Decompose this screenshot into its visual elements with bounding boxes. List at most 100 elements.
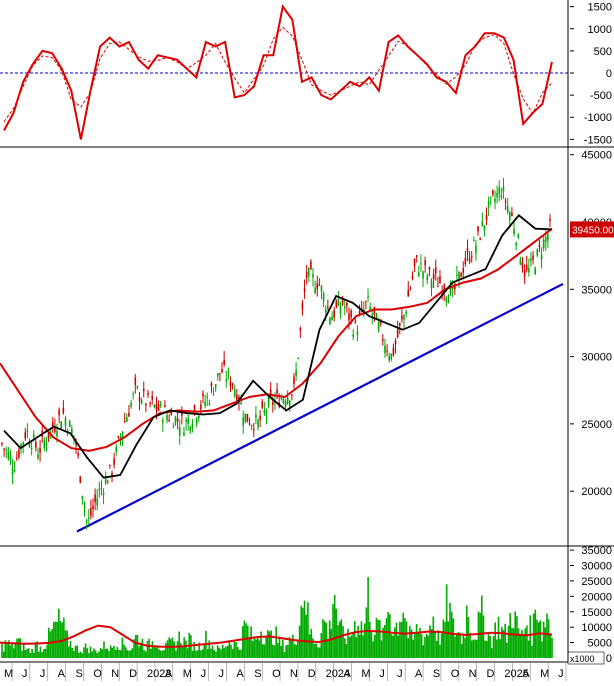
price-candle-body bbox=[449, 286, 452, 294]
volume-bar bbox=[32, 652, 35, 658]
volume-bar bbox=[193, 642, 196, 658]
price-candle-body bbox=[217, 373, 219, 377]
volume-bar bbox=[360, 621, 363, 658]
x-axis-label: D bbox=[129, 668, 137, 680]
volume-bar bbox=[96, 653, 99, 658]
volume-bar bbox=[357, 625, 359, 658]
price-candle-body bbox=[534, 268, 536, 275]
price-candle-body bbox=[337, 298, 340, 306]
volume-bar bbox=[542, 621, 545, 658]
volume-bar bbox=[363, 623, 366, 658]
volume-tick-label: 20000 bbox=[581, 591, 612, 603]
price-candle-body bbox=[83, 506, 86, 509]
price-candle-body bbox=[327, 306, 329, 308]
price-candle-body bbox=[341, 297, 344, 305]
price-candle-body bbox=[299, 328, 302, 331]
volume-bar bbox=[41, 652, 43, 658]
volume-bar bbox=[230, 644, 232, 658]
x-axis-label: N bbox=[290, 668, 298, 680]
volume-bar bbox=[71, 648, 74, 658]
volume-bar bbox=[246, 625, 249, 658]
volume-bar bbox=[340, 619, 343, 658]
volume-bar bbox=[149, 648, 152, 658]
volume-bar bbox=[156, 646, 159, 658]
x-axis-label: A bbox=[415, 668, 423, 680]
volume-bar bbox=[121, 637, 124, 658]
price-candle-body bbox=[460, 273, 462, 278]
volume-bar bbox=[539, 620, 542, 658]
oscillator-tick-label: 0 bbox=[606, 68, 612, 80]
price-candle-body bbox=[458, 271, 460, 280]
volume-bar bbox=[547, 619, 550, 658]
volume-moving-average-line bbox=[0, 624, 553, 648]
volume-bar bbox=[201, 649, 204, 658]
price-candle-body bbox=[58, 409, 60, 416]
price-candle-body bbox=[130, 403, 132, 407]
x-axis-label: S bbox=[433, 668, 440, 680]
volume-bar bbox=[323, 620, 326, 658]
volume-bar bbox=[153, 646, 155, 658]
volume-bar bbox=[342, 626, 344, 658]
volume-bar bbox=[352, 632, 354, 658]
price-candle-body bbox=[288, 400, 291, 407]
volume-bar bbox=[213, 650, 216, 658]
volume-tick-label: 25000 bbox=[581, 576, 612, 588]
volume-bar bbox=[402, 612, 405, 658]
x-axis-label: A bbox=[236, 668, 244, 680]
volume-bar bbox=[524, 628, 527, 658]
volume-bar bbox=[64, 630, 67, 658]
volume-bar bbox=[36, 641, 38, 658]
volume-bar bbox=[343, 638, 346, 658]
price-candle-body bbox=[90, 508, 92, 516]
price-candle-body bbox=[358, 310, 361, 315]
price-candle-body bbox=[73, 435, 75, 437]
volume-bar bbox=[49, 631, 52, 658]
price-candle-body bbox=[276, 389, 278, 394]
volume-bar bbox=[287, 644, 289, 658]
price-candle-body bbox=[140, 400, 143, 404]
price-candle-body bbox=[98, 488, 101, 491]
current-price-badge bbox=[570, 221, 614, 238]
price-candle-body bbox=[191, 423, 194, 428]
x-axis-label: J bbox=[397, 668, 403, 680]
volume-bar bbox=[447, 621, 450, 658]
volume-bar bbox=[399, 621, 401, 658]
volume-bar bbox=[59, 620, 62, 658]
volume-bar bbox=[373, 634, 376, 658]
volume-bar bbox=[338, 621, 341, 658]
volume-bar bbox=[260, 631, 262, 658]
price-candle-body bbox=[428, 267, 431, 270]
volume-bar bbox=[333, 594, 336, 658]
volume-bar bbox=[491, 648, 493, 658]
price-candle-body bbox=[528, 267, 530, 273]
volume-bar bbox=[355, 637, 358, 658]
price-candle-body bbox=[185, 419, 187, 422]
volume-bar bbox=[434, 631, 436, 658]
price-candle-body bbox=[394, 340, 397, 345]
price-candle-body bbox=[117, 436, 120, 438]
volume-tick-label: 30000 bbox=[581, 561, 612, 573]
volume-bar bbox=[288, 637, 291, 658]
volume-bar bbox=[496, 639, 498, 658]
volume-bar bbox=[211, 645, 214, 658]
volume-bar bbox=[409, 625, 411, 658]
price-candle-body bbox=[77, 453, 79, 456]
x-axis-label: A bbox=[165, 668, 173, 680]
volume-bar bbox=[407, 638, 410, 658]
volume-bar bbox=[395, 622, 398, 658]
volume-bar bbox=[268, 631, 271, 658]
volume-bar bbox=[537, 622, 540, 658]
volume-bar bbox=[250, 626, 252, 658]
price-candle-body bbox=[437, 286, 439, 288]
price-candle-body bbox=[96, 498, 99, 506]
price-candle-body bbox=[479, 238, 481, 240]
oscillator-panel: 1500 1000 500 0 -500 -1000 -1500 bbox=[0, 2, 612, 146]
volume-bar bbox=[81, 653, 84, 658]
price-candle-body bbox=[85, 519, 88, 522]
price-candle-body bbox=[227, 371, 230, 373]
x-axis-label: M bbox=[183, 668, 192, 680]
price-candle-body bbox=[475, 245, 477, 254]
volume-bar bbox=[277, 642, 279, 658]
price-candle-body bbox=[314, 288, 316, 293]
volume-bar bbox=[220, 649, 222, 658]
